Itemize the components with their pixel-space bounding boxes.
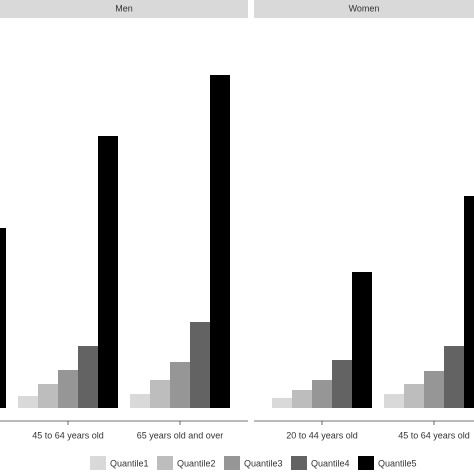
legend-swatch [358,456,374,470]
bar [58,370,78,408]
legend-swatch [90,456,106,470]
bar [150,380,170,408]
bar [98,136,118,408]
legend-swatch [291,456,307,470]
facet-strip [0,0,248,18]
bar [404,384,424,408]
bar [384,394,404,408]
bar [424,371,444,408]
bar [352,272,372,408]
bar [272,398,292,408]
bar [18,396,38,408]
facet-title: Men [115,3,133,13]
bar [292,390,312,408]
x-tick-label: 45 to 64 years old [32,430,104,440]
bar [38,384,58,408]
bar [312,380,332,408]
legend-label: Quantile3 [244,458,283,468]
legend-label: Quantile2 [177,458,216,468]
legend-label: Quantile1 [110,458,149,468]
facet-title: Women [349,3,380,13]
facet-strip [254,0,474,18]
bar [130,394,150,408]
bar [0,228,6,408]
bar [210,75,230,408]
legend-swatch [157,456,173,470]
bar [332,360,352,408]
x-tick-label: 45 to 64 years old [398,430,470,440]
x-tick-label: 20 to 44 years old [286,430,358,440]
bar [464,196,474,408]
legend-label: Quantile5 [378,458,417,468]
legend-swatch [224,456,240,470]
x-tick-label: 65 years old and over [137,430,224,440]
bar [78,346,98,408]
bar [444,346,464,408]
legend-label: Quantile4 [311,458,350,468]
bar [190,322,210,408]
bar [170,362,190,408]
